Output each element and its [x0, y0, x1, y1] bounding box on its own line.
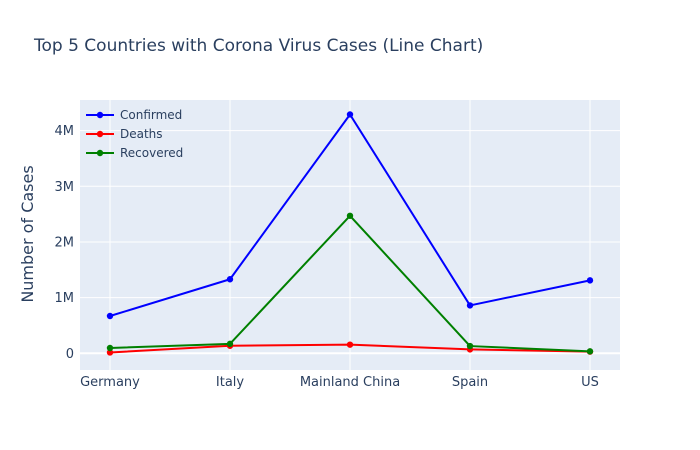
x-tick-label: US [581, 375, 599, 390]
y-axis: 0 1M 2M 3M 4M [55, 124, 75, 362]
y-tick-label: 3M [55, 180, 75, 195]
x-tick-label: Mainland China [300, 375, 400, 390]
legend-item-confirmed[interactable]: Confirmed [86, 108, 182, 122]
data-point-confirmed[interactable] [586, 277, 594, 284]
legend-label: Deaths [120, 127, 163, 141]
legend[interactable]: Confirmed Deaths Recovered [86, 108, 183, 160]
data-point-recovered[interactable] [346, 212, 354, 219]
legend-swatch-marker [96, 111, 104, 119]
data-point-recovered[interactable] [586, 348, 594, 355]
legend-swatch-marker [96, 130, 104, 138]
y-tick-label: 4M [55, 124, 75, 139]
data-point-confirmed[interactable] [226, 276, 234, 283]
x-tick-label: Germany [80, 375, 140, 390]
data-point-confirmed[interactable] [106, 312, 114, 320]
x-axis: Germany Italy Mainland China Spain US [80, 375, 599, 390]
legend-label: Recovered [120, 146, 183, 160]
data-point-confirmed[interactable] [346, 111, 354, 118]
data-point-recovered[interactable] [226, 340, 234, 348]
data-point-deaths[interactable] [106, 349, 114, 356]
data-point-confirmed[interactable] [466, 302, 474, 309]
y-axis-title: Number of Cases [18, 165, 37, 302]
y-tick-label: 2M [55, 235, 75, 250]
legend-label: Confirmed [120, 108, 182, 122]
y-tick-label: 0 [66, 347, 74, 362]
legend-swatch-marker [96, 149, 104, 157]
series [106, 111, 594, 356]
x-tick-label: Spain [452, 375, 488, 390]
y-tick-label: 1M [55, 291, 75, 306]
data-point-deaths[interactable] [346, 341, 354, 348]
legend-item-recovered[interactable]: Recovered [86, 146, 183, 160]
data-point-recovered[interactable] [106, 344, 114, 352]
series-confirmed [106, 111, 594, 320]
legend-item-deaths[interactable]: Deaths [86, 127, 163, 141]
grid [80, 100, 620, 370]
data-point-recovered[interactable] [466, 342, 474, 350]
series-recovered [106, 212, 594, 355]
chart-title: Top 5 Countries with Corona Virus Cases … [33, 36, 483, 56]
x-tick-label: Italy [216, 375, 245, 390]
